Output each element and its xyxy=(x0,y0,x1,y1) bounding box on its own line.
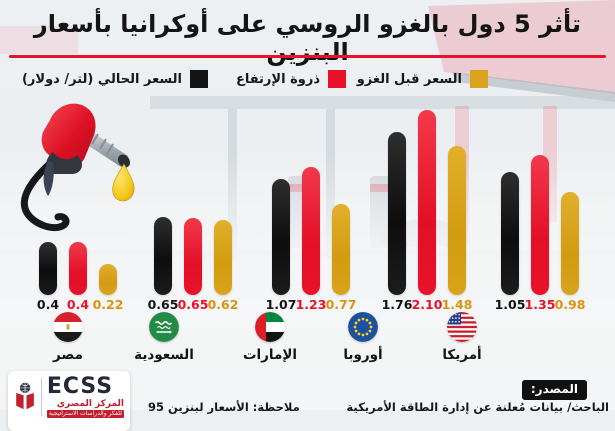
value-label-america-pre_invasion: 0.98 xyxy=(554,297,586,312)
value-label-saudi-arabia-pre_invasion: 0.62 xyxy=(207,297,239,312)
bar-saudi-arabia-pre_invasion xyxy=(214,220,232,295)
country-label-europe: أوروبا xyxy=(343,347,383,363)
legend-label-peak: ذروة الإرتفاع xyxy=(235,71,320,87)
bar-saudi-arabia-peak xyxy=(184,218,202,295)
value-label-europe-pre_invasion: 1.48 xyxy=(441,297,473,312)
egypt-flag-icon xyxy=(53,312,83,342)
legend-swatch-pre-invasion xyxy=(470,70,488,88)
legend-swatch-current xyxy=(190,70,208,88)
value-label-europe-peak: 2.10 xyxy=(411,297,443,312)
ecss-acronym: ECSS xyxy=(46,374,114,399)
value-label-america-current: 1.05 xyxy=(494,297,526,312)
bar-egypt-peak xyxy=(69,242,87,295)
country-label-uae: الإمارات xyxy=(242,347,298,363)
value-label-saudi-arabia-peak: 0.65 xyxy=(177,297,209,312)
value-label-uae-pre_invasion: 0.77 xyxy=(325,297,357,312)
usa-flag-icon xyxy=(447,312,477,342)
ecss-logo: ECSS المركز المصري للفكر والدراسات الاست… xyxy=(8,371,130,431)
bar-europe-current xyxy=(388,132,406,295)
bar-egypt-pre_invasion xyxy=(99,264,117,295)
legend-item-peak: ذروة الإرتفاع xyxy=(236,70,346,88)
value-label-america-peak: 1.35 xyxy=(524,297,556,312)
eu-flag-icon xyxy=(348,312,378,342)
ecss-name: المركز المصري xyxy=(56,399,124,409)
ecss-logo-divider xyxy=(41,378,42,416)
value-label-egypt-peak: 0.4 xyxy=(66,297,90,312)
value-label-egypt-current: 0.4 xyxy=(36,297,60,312)
legend-swatch-peak xyxy=(328,70,346,88)
saudi-flag-icon xyxy=(149,312,179,342)
bar-saudi-arabia-current xyxy=(154,217,172,295)
bar-america-current xyxy=(501,172,519,295)
bar-uae-peak xyxy=(302,167,320,295)
page-title: تأثر 5 دول بالغزو الروسي على أوكرانيا بأ… xyxy=(33,10,582,66)
value-label-egypt-pre_invasion: 0.22 xyxy=(92,297,124,312)
bar-egypt-current xyxy=(39,242,57,295)
source-text: الباحث/ بيانات مُعلنة عن إدارة الطاقة ال… xyxy=(346,400,609,414)
fuel-nozzle-icon xyxy=(20,103,135,232)
bar-uae-pre_invasion xyxy=(332,204,350,295)
country-label-america: أمريكا xyxy=(442,347,482,363)
value-label-europe-current: 1.76 xyxy=(381,297,413,312)
value-label-uae-current: 1.07 xyxy=(265,297,297,312)
ecss-tagline: للفكر والدراسات الاستراتيجية xyxy=(46,410,124,418)
title-underline xyxy=(9,55,606,58)
note-text: ملاحظة: الأسعار لبنزين 95 xyxy=(148,400,300,414)
uae-flag-icon xyxy=(255,312,285,342)
legend-label-pre-invasion: السعر قبل الغزو xyxy=(356,71,462,87)
legend-item-current: السعر الحالي (لتر/ دولار) xyxy=(22,70,208,88)
ecss-shield-icon xyxy=(16,382,34,410)
country-label-egypt: مصر xyxy=(52,347,84,363)
country-label-saudi-arabia: السعودية xyxy=(134,347,194,363)
value-label-saudi-arabia-current: 0.65 xyxy=(147,297,179,312)
legend-item-pre-invasion: السعر قبل الغزو xyxy=(357,70,488,88)
bar-uae-current xyxy=(272,179,290,295)
bar-america-peak xyxy=(531,155,549,295)
bar-europe-peak xyxy=(418,110,436,295)
legend-label-current: السعر الحالي (لتر/ دولار) xyxy=(21,71,182,87)
value-label-uae-peak: 1.23 xyxy=(295,297,327,312)
source-badge: المصدر: xyxy=(521,380,587,400)
bar-europe-pre_invasion xyxy=(448,146,466,295)
bar-america-pre_invasion xyxy=(561,192,579,295)
